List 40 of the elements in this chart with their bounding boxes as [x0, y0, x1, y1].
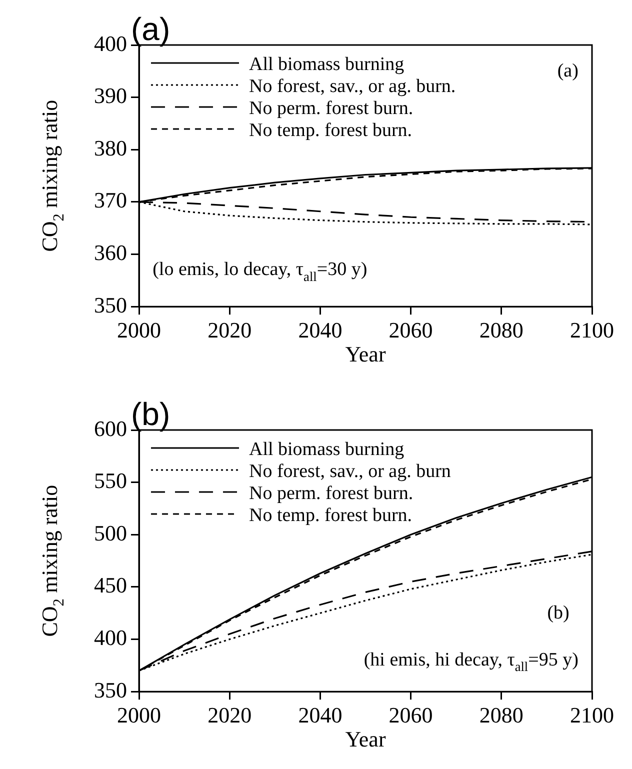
y-tick-label: 370 [94, 188, 127, 213]
y-tick-label: 600 [94, 416, 127, 441]
y-tick-label: 400 [94, 30, 127, 56]
chart-title: (a) [131, 10, 170, 47]
legend-label: No temp. forest burn. [249, 120, 412, 141]
x-tick-label: 2080 [479, 702, 524, 728]
legend-label: No forest, sav., or ag. burn [249, 461, 452, 482]
x-axis-title: Year [345, 342, 386, 367]
y-tick-label: 380 [94, 135, 127, 160]
x-tick-label: 2020 [208, 318, 252, 343]
y-axis-title: CO2 mixing ratio [37, 100, 68, 252]
y-tick-label: 400 [94, 625, 127, 650]
y-tick-label: 500 [94, 520, 127, 546]
x-tick-label: 2040 [298, 702, 342, 728]
legend-label: No temp. forest burn. [249, 505, 412, 526]
x-tick-label: 2040 [298, 318, 342, 343]
x-tick-label: 2100 [570, 318, 614, 343]
x-tick-label: 2060 [388, 702, 433, 728]
legend-label: No perm. forest burn. [249, 98, 414, 119]
legend-label: All biomass burning [249, 439, 405, 460]
chart-title: (b) [131, 396, 170, 432]
x-tick-label: 2000 [117, 702, 161, 728]
y-tick-label: 360 [94, 240, 127, 266]
y-tick-label: 390 [94, 83, 127, 108]
y-tick-label: 350 [94, 677, 127, 702]
y-axis-title: CO2 mixing ratio [37, 484, 68, 637]
y-tick-label: 550 [94, 468, 127, 494]
legend-label: All biomass burning [249, 54, 405, 75]
legend-label: No perm. forest burn. [249, 483, 414, 504]
x-axis-title: Year [345, 726, 386, 752]
x-tick-label: 2000 [117, 318, 161, 343]
legend-label: No forest, sav., or ag. burn. [249, 76, 456, 97]
y-tick-label: 450 [94, 572, 127, 598]
y-tick-label: 350 [94, 292, 127, 318]
x-tick-label: 2080 [479, 318, 524, 343]
x-tick-label: 2100 [570, 702, 614, 728]
x-tick-label: 2020 [208, 702, 252, 728]
x-tick-label: 2060 [388, 318, 433, 343]
annotation: (b) [547, 602, 570, 624]
annotation: (a) [557, 60, 578, 82]
